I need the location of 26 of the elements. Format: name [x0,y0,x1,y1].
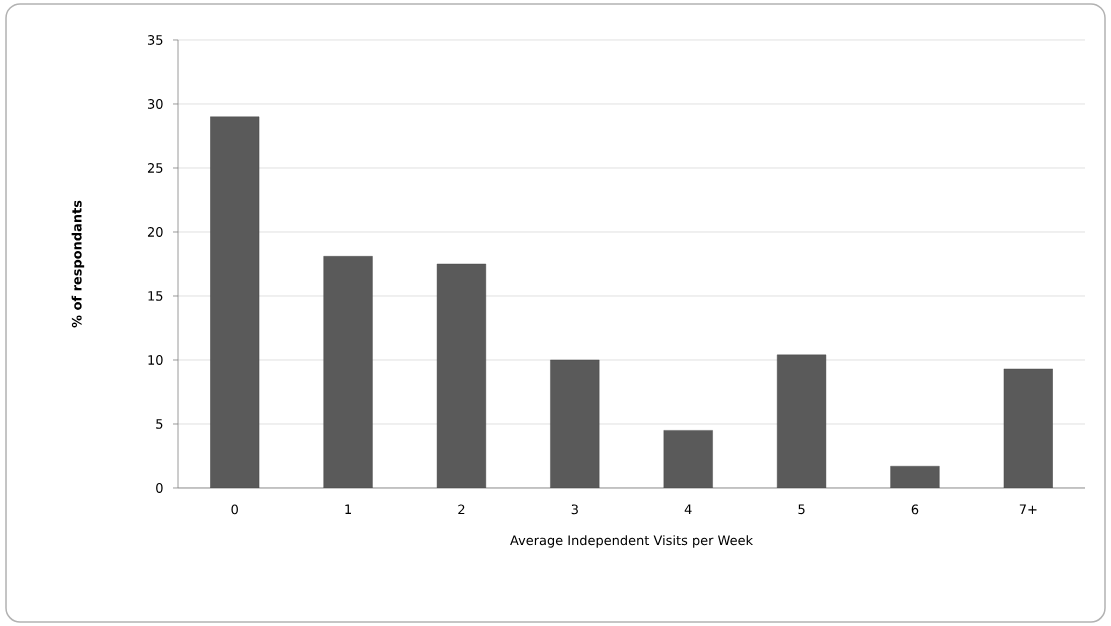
y-tick-label: 30 [147,99,163,109]
bar [777,354,827,488]
x-tick-label: 7+ [1019,504,1037,514]
x-tick-label: 4 [684,504,692,514]
x-tick-label: 3 [571,504,578,515]
bar [210,116,260,488]
bar [323,256,373,488]
y-axis-title: % of respondants [71,200,85,328]
x-tick-label: 2 [458,504,465,515]
bar [436,263,487,488]
y-tick-label: 5 [156,419,163,429]
x-tick-label: 6 [911,504,919,515]
y-tick-label: 10 [148,355,163,365]
bar [890,466,940,488]
y-tick-label: 25 [147,163,163,173]
y-tick-label: 20 [147,227,163,237]
y-tick-label: 35 [147,35,163,45]
x-tick-label: 0 [231,504,238,515]
bar [663,430,713,488]
y-tick-label: 15 [148,291,163,301]
x-axis-title: Average Independent Visits per Week [510,535,754,548]
bar [1003,368,1053,488]
x-tick-label: 1 [345,504,351,514]
x-tick-label: 5 [798,504,805,515]
y-tick-label: 0 [156,483,163,493]
bar [550,359,600,488]
